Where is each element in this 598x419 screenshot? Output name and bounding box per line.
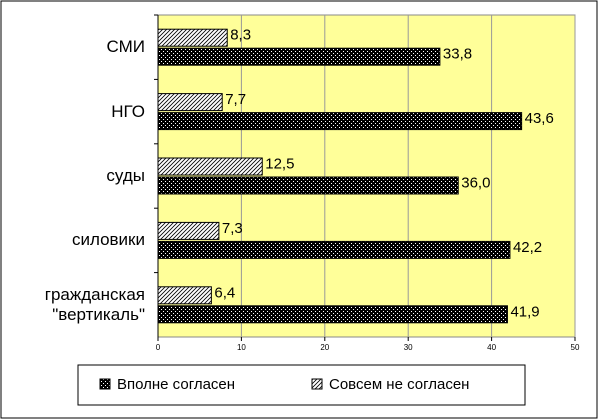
value-label: 36,0 — [461, 174, 490, 191]
y-tick-label: гражданская "вертикаль" — [44, 284, 145, 324]
bar — [157, 221, 220, 240]
x-tick-label: 0 — [156, 343, 161, 352]
bar — [157, 93, 223, 112]
bar — [157, 112, 523, 131]
value-label: 7,7 — [225, 91, 246, 108]
bar — [157, 157, 263, 176]
value-label: 41,9 — [510, 303, 539, 320]
bar — [157, 305, 508, 324]
legend-swatch — [311, 378, 323, 390]
bar — [157, 176, 459, 195]
legend-box — [77, 364, 526, 406]
value-label: 8,3 — [230, 27, 251, 44]
x-tick-label: 30 — [404, 343, 413, 352]
value-label: 6,4 — [214, 284, 235, 301]
bar — [157, 47, 441, 66]
bar — [157, 240, 511, 259]
plot-area — [157, 14, 576, 338]
y-tick-label: СМИ — [106, 37, 145, 57]
value-label: 7,3 — [222, 220, 243, 237]
bar — [157, 28, 228, 47]
x-tick-label: 50 — [571, 343, 580, 352]
x-tick-label: 40 — [487, 343, 496, 352]
bar — [157, 286, 212, 305]
x-tick-label: 10 — [237, 343, 246, 352]
value-label: 43,6 — [525, 110, 554, 127]
y-tick-label: суды — [106, 166, 145, 185]
value-label: 42,2 — [513, 239, 542, 256]
legend-label: Вполне согласен — [117, 376, 235, 393]
x-tick-label: 20 — [320, 343, 329, 352]
y-tick-label: силовики — [71, 230, 145, 250]
y-tick-label: НГО — [111, 101, 145, 121]
value-label: 12,5 — [265, 155, 294, 172]
value-label: 33,8 — [443, 46, 472, 63]
legend-swatch — [99, 378, 111, 390]
legend-label: Совсем не согласен — [329, 376, 469, 393]
